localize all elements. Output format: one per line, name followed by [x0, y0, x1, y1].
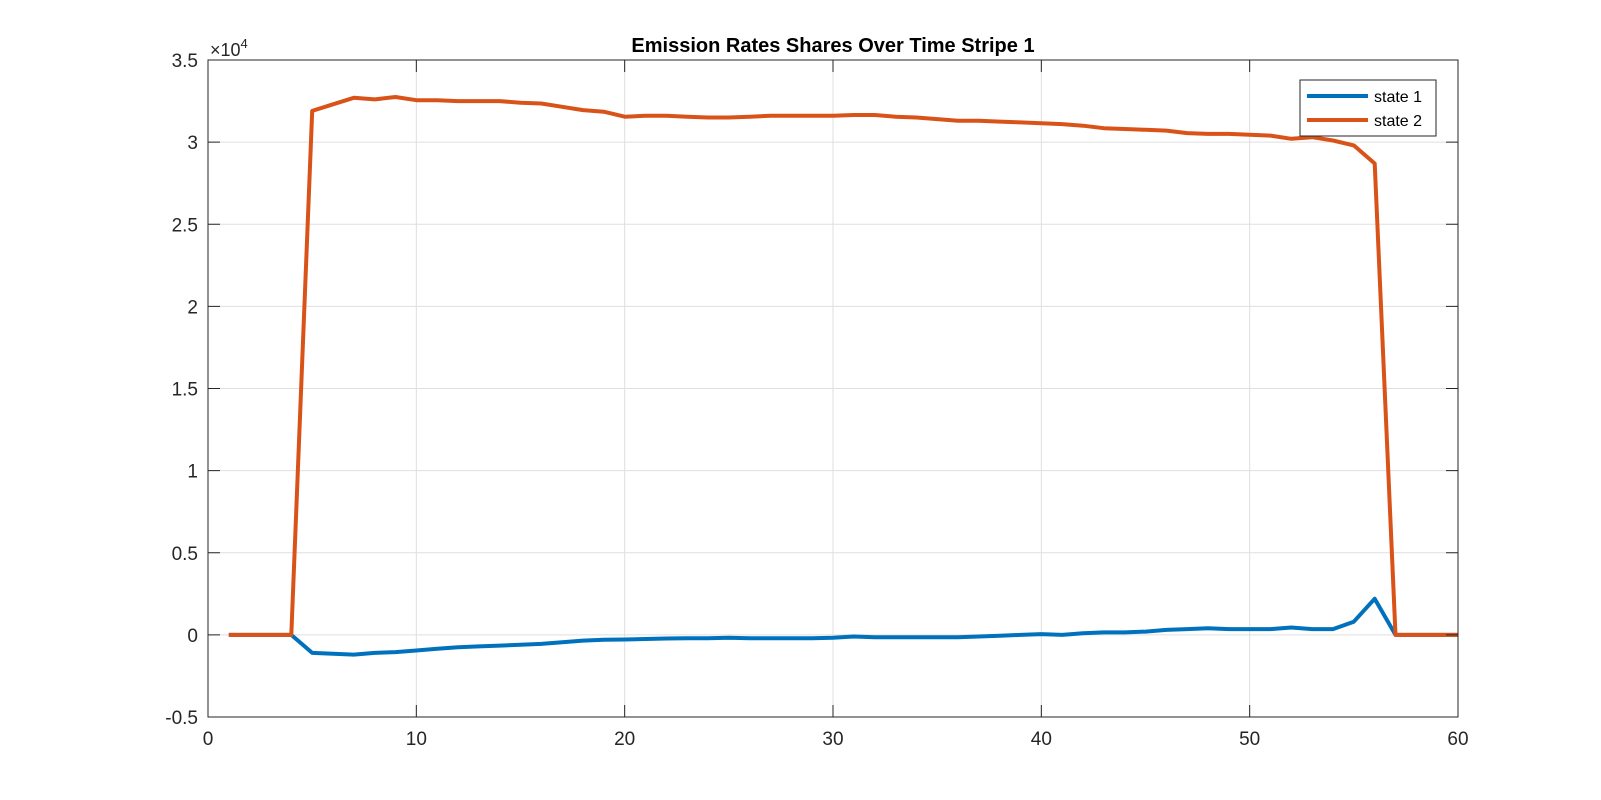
y-tick-label: 2.5: [172, 215, 198, 236]
x-tick-label: 40: [1031, 729, 1052, 750]
y-tick-label: -0.5: [165, 708, 198, 729]
x-tick-label: 60: [1447, 729, 1468, 750]
x-tick-labels: 0 10 20 30 40 50 60: [203, 729, 1469, 750]
chart-title: Emission Rates Shares Over Time Stripe 1: [631, 35, 1034, 57]
axis-ticks: [207, 59, 1459, 718]
legend-box: [1299, 79, 1437, 137]
x-tick-label: 30: [822, 729, 843, 750]
legend: state 1 state 2: [1299, 79, 1437, 137]
y-tick-label: 0: [187, 626, 198, 647]
series-line-state-1: [228, 596, 1458, 657]
y-multiplier-exponent: 4: [241, 36, 248, 51]
y-tick-label: 3.5: [172, 51, 198, 72]
x-tick-label: 20: [614, 729, 635, 750]
y-tick-label: 0.5: [172, 544, 198, 565]
y-tick-label: 3: [187, 133, 198, 154]
x-tick-label: 10: [406, 729, 427, 750]
y-tick-label: 1.5: [172, 380, 198, 401]
y-tick-labels: -0.5 0 0.5 1 1.5 2 2.5 3 3.5: [165, 51, 198, 729]
series-line-state-2: [228, 95, 1458, 637]
legend-label-state-2: state 2: [1374, 113, 1422, 130]
series-lines: [228, 95, 1458, 657]
y-tick-label: 2: [187, 297, 198, 318]
x-tick-label: 0: [203, 729, 214, 750]
y-tick-label: 1: [187, 462, 198, 483]
x-tick-label: 50: [1239, 729, 1260, 750]
legend-label-state-1: state 1: [1374, 89, 1422, 106]
y-multiplier-base: ×10: [210, 40, 241, 60]
y-axis-multiplier: ×104: [210, 36, 248, 60]
